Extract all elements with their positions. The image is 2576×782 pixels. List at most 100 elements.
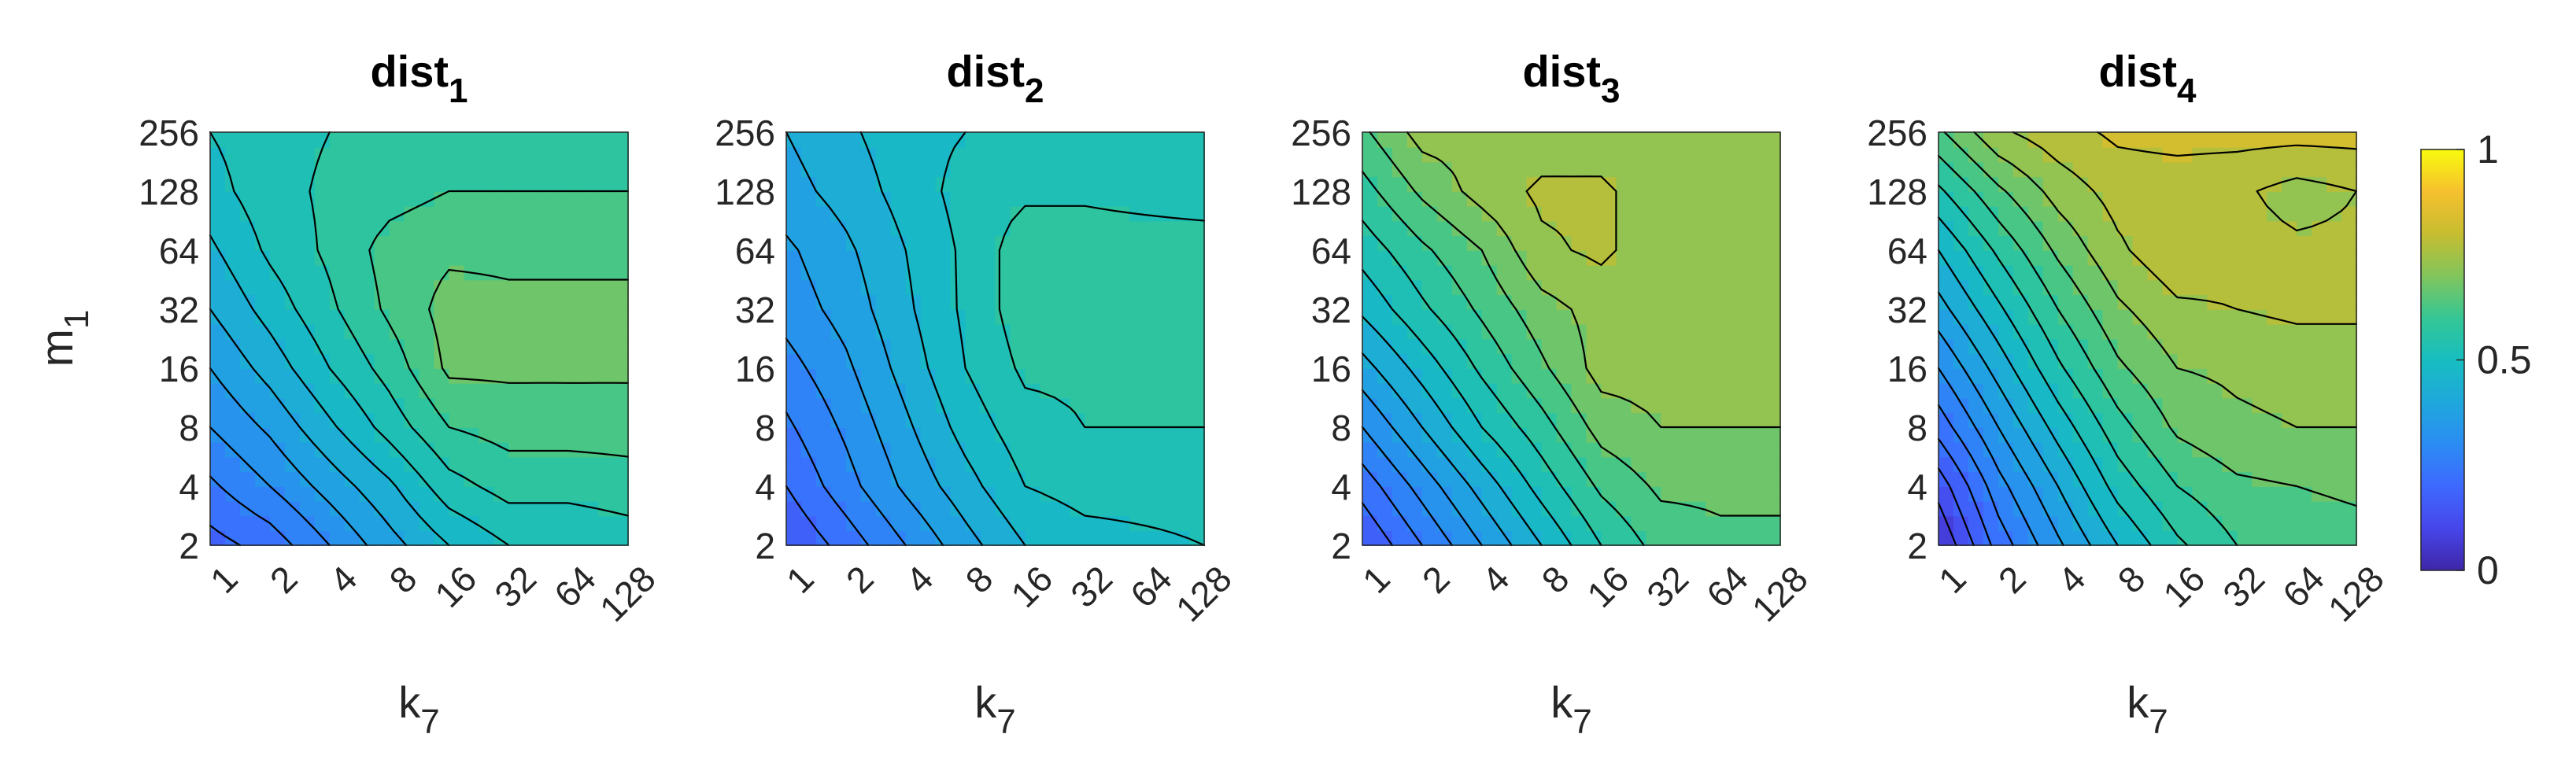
contour-cell	[1055, 441, 1071, 458]
contour-cell	[2162, 250, 2179, 266]
contour-cell	[389, 471, 405, 487]
contour-cell	[1646, 323, 1662, 340]
contour-cell	[2341, 486, 2357, 502]
contour-cell	[1720, 220, 1736, 237]
contour-cell	[508, 161, 525, 178]
contour-cell	[2252, 191, 2268, 207]
contour-cell	[1070, 309, 1086, 325]
contour-cell	[449, 530, 465, 546]
contour-cell	[2147, 264, 2164, 281]
contour-cell	[1144, 132, 1160, 148]
contour-cell	[2102, 279, 2119, 296]
contour-cell	[995, 235, 1011, 251]
contour-cell	[210, 515, 226, 532]
contour-cell	[359, 205, 375, 222]
contour-cell	[1010, 309, 1026, 325]
contour-cell	[1601, 368, 1617, 384]
contour-cell	[1720, 456, 1736, 473]
contour-cell	[1114, 191, 1131, 207]
contour-cell	[2297, 191, 2312, 207]
contour-cell	[2327, 382, 2342, 399]
contour-cell	[786, 309, 802, 325]
contour-line	[2097, 131, 2358, 157]
contour-cell	[1189, 264, 1205, 281]
contour-cell	[1968, 176, 1984, 192]
contour-cell	[935, 294, 952, 310]
contour-cell	[1556, 205, 1573, 222]
contour-cell	[613, 250, 629, 266]
contour-cell	[786, 146, 802, 163]
contour-cell	[1055, 486, 1071, 502]
contour-cell	[950, 250, 966, 266]
contour-cell	[553, 486, 570, 502]
contour-cell	[1100, 176, 1116, 192]
contour-cell	[239, 471, 256, 487]
contour-cell	[1481, 456, 1498, 473]
contour-cell	[613, 205, 629, 222]
contour-cell	[210, 486, 226, 502]
contour-cell	[2072, 250, 2089, 266]
contour-cell	[568, 294, 584, 310]
contour-cell	[830, 191, 847, 207]
contour-cell	[2327, 161, 2342, 178]
contour-cell	[845, 279, 862, 296]
contour-cell	[1646, 309, 1662, 325]
contour-cell	[995, 500, 1011, 517]
contour-cell	[845, 530, 862, 546]
contour-cell	[1451, 500, 1468, 517]
contour-cell	[1720, 161, 1736, 178]
contour-cell	[449, 500, 465, 517]
contour-cell	[1496, 235, 1513, 251]
contour-cell	[1750, 441, 1766, 458]
contour-cell	[860, 471, 877, 487]
contour-cell	[508, 427, 525, 443]
contour-cell	[314, 323, 331, 340]
contour-cell	[815, 176, 832, 192]
contour-cell	[860, 456, 877, 473]
contour-cell	[284, 191, 301, 207]
contour-cell	[2177, 530, 2193, 546]
contour-cell	[2072, 353, 2089, 369]
contour-cell	[1706, 220, 1722, 237]
contour-cell	[1496, 353, 1513, 369]
contour-cell	[1391, 191, 1408, 207]
contour-cell	[1362, 338, 1378, 355]
contour-cell	[1968, 441, 1984, 458]
contour-cell	[1159, 146, 1175, 163]
contour-cell	[598, 515, 614, 532]
contour-cell	[1586, 250, 1602, 266]
contour-cell	[479, 500, 495, 517]
contour-cell	[2087, 250, 2104, 266]
contour-cell	[2252, 161, 2268, 178]
contour-cell	[980, 220, 996, 237]
contour-cell	[1496, 250, 1513, 266]
contour-cell	[508, 279, 525, 296]
contour-cell	[254, 515, 271, 532]
contour-cell	[1025, 441, 1041, 458]
contour-cell	[2267, 132, 2283, 148]
contour-cell	[920, 353, 937, 369]
contour-cell	[1616, 191, 1632, 207]
contour-cell	[1720, 441, 1736, 458]
contour-cell	[329, 161, 346, 178]
contour-cell	[1362, 132, 1378, 148]
contour-cell	[1025, 412, 1041, 428]
contour-cell	[1189, 205, 1205, 222]
contour-cell	[890, 353, 907, 369]
contour-cell	[2057, 500, 2074, 517]
y-tick-label: 128	[139, 172, 199, 212]
contour-cell	[1129, 427, 1146, 443]
contour-cell	[1983, 441, 1999, 458]
contour-cell	[374, 500, 390, 517]
contour-cell	[1496, 412, 1513, 428]
contour-cell	[1765, 250, 1781, 266]
contour-cell	[1556, 397, 1573, 414]
contour-cell	[995, 530, 1011, 546]
contour-cell	[2207, 486, 2223, 502]
contour-cell	[583, 191, 599, 207]
contour-cell	[1055, 146, 1071, 163]
contour-cell	[1953, 132, 1969, 148]
contour-cell	[2117, 279, 2134, 296]
contour-cell	[389, 250, 405, 266]
contour-cell	[2057, 205, 2074, 222]
